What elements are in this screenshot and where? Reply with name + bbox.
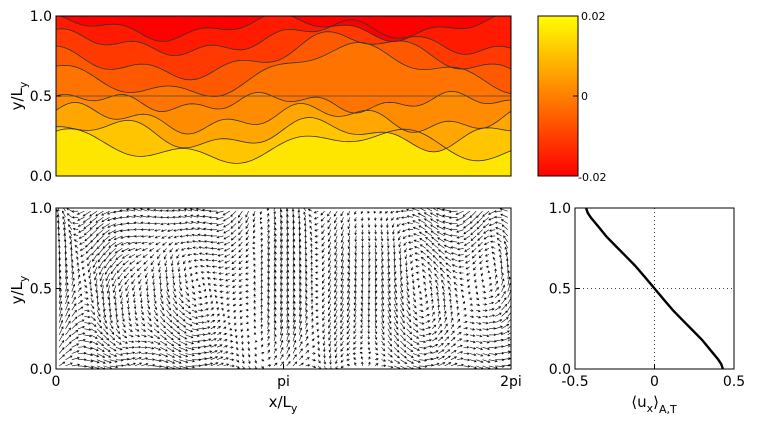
heatmap-band [56,42,511,114]
quiver-xlabel: x/Ly [269,393,298,415]
heatmap-panel: 0.0 0.5 1.0 y/Ly [8,9,512,185]
quiver-panel: 0.0 0.5 1.0 0 pi 2pi y/Ly x/Ly [8,201,522,415]
heatmap-contours [56,16,511,164]
colorbar-tick-min: -0.02 [578,171,606,184]
heatmap-band [56,16,511,56]
heatmap-band [56,31,511,97]
profile-x-ticks: -0.5 0 0.5 [561,364,745,390]
heatmap-contour [56,19,511,57]
heatmap-contour [56,117,511,153]
colorbar-gradient [537,15,579,177]
heatmap-contour [59,16,497,43]
heatmap-contour [56,128,511,164]
heatmap-y-tick-label: 1.0 [30,9,52,25]
heatmap-band [60,16,496,42]
heatmap-contour [56,90,511,114]
profile-y-ticks: 0.0 0.5 1.0 [549,201,580,378]
heatmap-y-ticks: 0.0 0.5 1.0 [30,9,61,185]
quiver-y-ticks: 0.0 0.5 1.0 [30,201,61,378]
quiver-arrows [56,208,511,369]
quiver-y-tick-label: 1.0 [30,201,52,217]
profile-y-tick-label: 0.0 [549,362,571,378]
colorbar-tick-mid: 0 [581,90,588,103]
heatmap-y-tick-label: 0.0 [30,169,52,185]
profile-x-tick-label: 0.5 [723,374,745,390]
quiver-x-tick-label: 0 [52,374,61,390]
profile-x-tick-label: -0.5 [561,374,588,390]
heatmap-band [56,117,511,164]
profile-y-tick-label: 0.5 [549,282,571,298]
quiver-y-tick-label: 0.5 [30,282,52,298]
heatmap-y-tick-label: 0.5 [30,89,52,105]
heatmap-ylabel: y/Ly [8,81,30,110]
heatmap-band [56,102,511,152]
quiver-x-tick-label: pi [277,374,290,390]
heatmap-band [56,91,511,134]
heatmap-bands [56,16,511,176]
quiver-ylabel: y/Ly [8,275,30,304]
heatmap-contour [56,41,511,97]
heatmap-band [56,128,511,176]
profile-line [584,207,725,370]
colorbar-tick-max: 0.02 [581,10,606,23]
profile-x-tick-label: 0 [650,374,659,390]
quiver-arrow-field [56,208,511,369]
profile-xlabel: ⟨ux⟩A,T [631,393,677,416]
heatmap-band [56,19,511,80]
profile-panel: 0.0 0.5 1.0 -0.5 0 0.5 ⟨ux⟩A,T [549,201,745,416]
colorbar: 0.02 0 -0.02 [537,10,606,184]
quiver-x-ticks: 0 pi 2pi [52,364,522,390]
quiver-x-tick-label: 2pi [500,374,522,390]
quiver-y-tick-label: 0.0 [30,362,52,378]
heatmap-contour [56,101,511,135]
heatmap-contour [56,31,511,81]
profile-y-tick-label: 1.0 [549,201,571,217]
